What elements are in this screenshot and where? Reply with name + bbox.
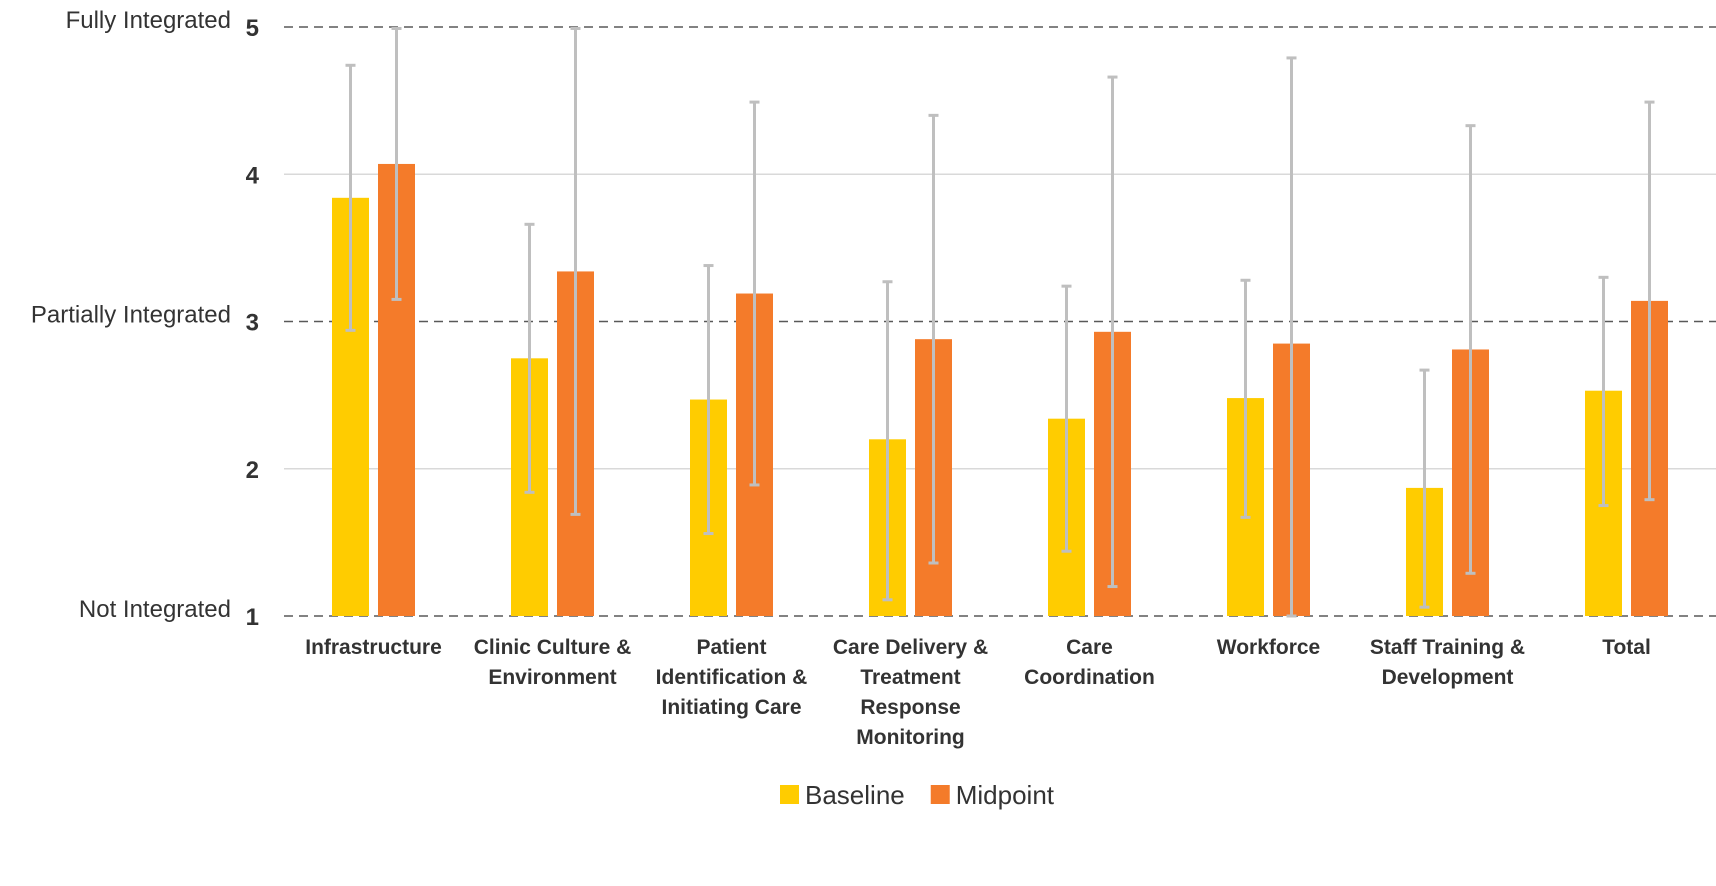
category-label: Staff Training & Development: [1370, 636, 1525, 689]
y-axis-labels: 1 2 3 4 5 Fully Integrated Partially Integrate…: [31, 7, 260, 631]
category-label: Care Delivery & Treatment Response Monitori…: [833, 636, 988, 749]
legend-label: Midpoint: [956, 780, 1055, 810]
category-label: Patient Identification & Initiating Care: [656, 636, 808, 719]
y-tick-description: Fully Integrated: [66, 7, 231, 34]
y-tick-label: 4: [246, 162, 260, 189]
y-tick-label: 1: [246, 604, 259, 631]
category-label: Care Coordination: [1024, 636, 1155, 689]
legend: Baseline Midpoint: [780, 780, 1055, 810]
legend-item-midpoint: Midpoint: [931, 780, 1055, 810]
legend-item-baseline: Baseline: [780, 780, 905, 810]
category-label: Clinic Culture & Environment: [474, 636, 632, 689]
category-label: Workforce: [1217, 636, 1320, 659]
y-tick-label: 2: [246, 457, 259, 484]
y-tick-label: 5: [246, 15, 259, 42]
bars: [332, 164, 1668, 616]
category-label: Total: [1602, 636, 1651, 659]
x-axis-labels: Infrastructure Clinic Culture & Environmen…: [305, 636, 1651, 749]
gridlines: [284, 27, 1716, 616]
legend-swatch: [780, 785, 799, 804]
y-tick-description: Not Integrated: [79, 596, 231, 623]
y-tick-description: Partially Integrated: [31, 302, 231, 329]
legend-label: Baseline: [805, 780, 905, 810]
category-label: Infrastructure: [305, 636, 442, 659]
legend-swatch: [931, 785, 950, 804]
y-tick-label: 3: [246, 310, 259, 337]
